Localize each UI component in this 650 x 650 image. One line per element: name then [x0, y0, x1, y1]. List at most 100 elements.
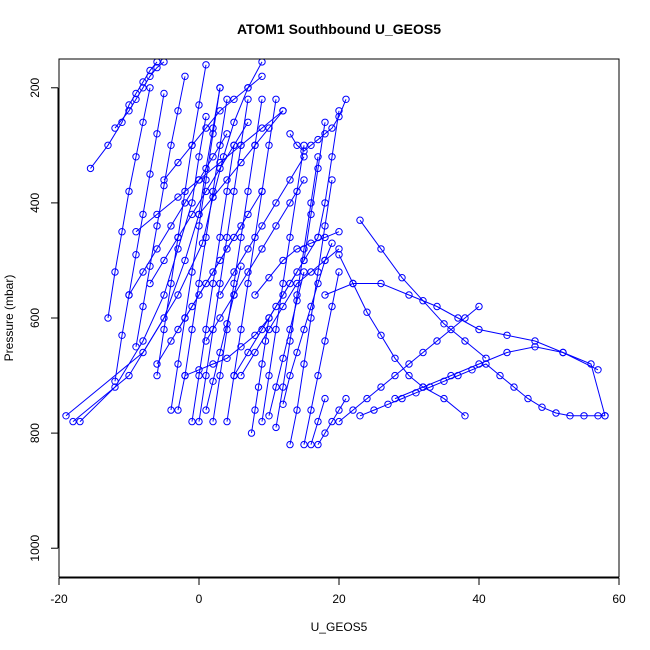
profile-series: [216, 153, 308, 299]
data-point: [475, 360, 483, 368]
data-point: [559, 348, 567, 357]
y-axis-title: Pressure (mbar): [2, 275, 16, 362]
data-point: [125, 187, 133, 196]
data-point: [237, 343, 245, 351]
data-point: [237, 262, 245, 270]
data-point: [265, 124, 273, 132]
data-point: [244, 348, 252, 357]
data-point: [153, 63, 161, 72]
data-point: [209, 279, 217, 288]
data-point: [307, 239, 315, 247]
data-point: [286, 440, 294, 449]
data-point: [195, 101, 203, 109]
data-point: [153, 222, 161, 230]
data-point: [405, 371, 413, 380]
data-point: [251, 141, 259, 150]
data-point: [293, 141, 301, 150]
series-line: [289, 179, 333, 445]
data-point: [153, 371, 161, 380]
series-line: [251, 317, 270, 434]
data-point: [188, 141, 196, 150]
data-point: [223, 176, 231, 184]
data-point: [118, 331, 126, 339]
series-line: [317, 398, 347, 445]
data-point: [69, 417, 77, 426]
data-point: [139, 210, 147, 219]
data-point: [307, 406, 315, 414]
data-point: [174, 233, 182, 242]
profile-series: [153, 222, 245, 368]
data-point: [181, 314, 189, 322]
series-line: [282, 243, 333, 405]
data-point: [202, 164, 210, 173]
data-point: [198, 239, 207, 247]
data-point: [538, 403, 546, 411]
data-point: [279, 302, 287, 311]
data-point: [160, 314, 168, 322]
data-point: [258, 72, 266, 81]
profile-series: [314, 394, 350, 449]
data-point: [244, 187, 252, 196]
data-point: [272, 302, 280, 311]
data-point: [181, 199, 189, 207]
profile-series: [202, 262, 245, 414]
data-point: [244, 279, 252, 288]
data-point: [265, 314, 273, 322]
series-line: [338, 254, 466, 417]
data-point: [181, 371, 189, 380]
data-point: [132, 251, 140, 259]
data-point: [195, 371, 203, 380]
series-line: [114, 61, 165, 129]
data-point: [216, 279, 224, 288]
data-point: [258, 325, 266, 334]
data-point: [384, 400, 392, 408]
data-point: [202, 233, 210, 242]
data-point: [132, 153, 140, 161]
data-point: [258, 222, 266, 230]
data-point: [174, 406, 182, 414]
data-point: [209, 130, 217, 138]
data-point: [188, 325, 196, 334]
data-point: [132, 228, 140, 236]
data-point: [265, 141, 273, 150]
data-point: [230, 371, 238, 380]
data-point: [118, 228, 126, 236]
data-point: [195, 176, 203, 184]
data-point: [244, 84, 252, 92]
data-point: [216, 314, 224, 322]
data-point: [335, 406, 343, 414]
data-point: [321, 118, 329, 127]
data-point: [580, 412, 588, 420]
data-point: [314, 135, 322, 144]
data-point: [251, 406, 259, 414]
data-point: [202, 337, 210, 345]
profile-series: [286, 95, 350, 155]
data-point: [216, 107, 224, 115]
series-line: [156, 64, 207, 376]
data-point: [461, 412, 469, 420]
data-point: [342, 394, 350, 403]
series-line: [198, 110, 284, 215]
data-point: [377, 331, 385, 339]
data-point: [230, 141, 238, 150]
data-point: [139, 348, 147, 357]
data-point: [279, 107, 287, 115]
data-point: [223, 187, 231, 196]
data-point: [111, 124, 119, 132]
data-point: [300, 141, 308, 150]
profile-series: [202, 176, 308, 345]
data-point: [377, 279, 385, 288]
data-point: [216, 291, 224, 299]
data-point: [132, 95, 140, 104]
series-line: [135, 110, 284, 233]
data-point: [139, 302, 147, 311]
profile-series: [251, 228, 343, 299]
data-point: [265, 325, 273, 334]
series-line: [191, 145, 235, 422]
series-line: [303, 122, 326, 261]
data-point: [272, 95, 280, 104]
data-point: [524, 394, 532, 403]
data-point: [391, 354, 399, 362]
data-point: [279, 354, 287, 362]
x-tick-label: 40: [472, 592, 486, 606]
